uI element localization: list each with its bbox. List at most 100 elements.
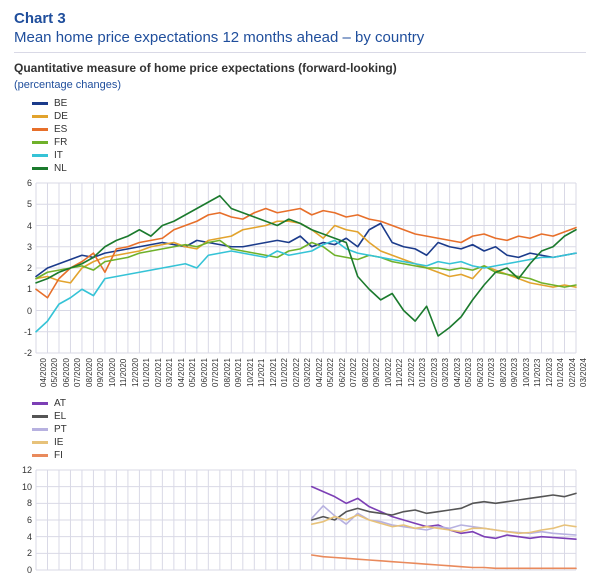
x-tick-label: 09/2022 bbox=[372, 358, 381, 387]
x-tick-label: 09/2021 bbox=[234, 358, 243, 387]
x-tick-label: 03/2024 bbox=[579, 358, 588, 387]
legend-swatch bbox=[32, 441, 48, 444]
y-tick-label: 2 bbox=[14, 548, 32, 558]
x-tick-label: 09/2020 bbox=[96, 358, 105, 387]
legend-swatch bbox=[32, 141, 48, 144]
x-tick-label: 04/2022 bbox=[315, 358, 324, 387]
legend-item-de: DE bbox=[32, 110, 586, 123]
x-tick-label: 04/2023 bbox=[453, 358, 462, 387]
legend-swatch bbox=[32, 102, 48, 105]
legend-item-nl: NL bbox=[32, 162, 586, 175]
chart-panel1: -2-1012345604/202005/202006/202007/20200… bbox=[14, 179, 580, 389]
y-tick-label: 10 bbox=[14, 482, 32, 492]
y-tick-label: 6 bbox=[14, 178, 32, 188]
y-tick-label: 5 bbox=[14, 199, 32, 209]
legend-item-es: ES bbox=[32, 123, 586, 136]
legend-label: ES bbox=[54, 124, 67, 135]
x-tick-label: 06/2020 bbox=[62, 358, 71, 387]
x-tick-label: 10/2022 bbox=[384, 358, 393, 387]
legend-swatch bbox=[32, 402, 48, 405]
y-tick-label: 6 bbox=[14, 515, 32, 525]
y-tick-label: 3 bbox=[14, 242, 32, 252]
x-tick-label: 12/2021 bbox=[269, 358, 278, 387]
x-tick-label: 05/2020 bbox=[50, 358, 59, 387]
y-tick-label: 4 bbox=[14, 532, 32, 542]
x-tick-label: 04/2020 bbox=[39, 358, 48, 387]
chart-units: (percentage changes) bbox=[14, 79, 586, 91]
y-tick-label: 4 bbox=[14, 221, 32, 231]
x-tick-label: 07/2021 bbox=[211, 358, 220, 387]
y-tick-label: -1 bbox=[14, 327, 32, 337]
legend-swatch bbox=[32, 454, 48, 457]
chart-number: Chart 3 bbox=[14, 10, 586, 27]
legend-label: FR bbox=[54, 137, 67, 148]
x-tick-label: 12/2023 bbox=[545, 358, 554, 387]
x-tick-label: 10/2023 bbox=[522, 358, 531, 387]
legend-item-el: EL bbox=[32, 410, 586, 423]
legend-item-fr: FR bbox=[32, 136, 586, 149]
y-tick-label: 1 bbox=[14, 284, 32, 294]
legend-item-pt: PT bbox=[32, 423, 586, 436]
x-tick-label: 03/2021 bbox=[165, 358, 174, 387]
legend-swatch bbox=[32, 128, 48, 131]
legend-label: IE bbox=[54, 437, 63, 448]
x-tick-label: 01/2024 bbox=[556, 358, 565, 387]
x-tick-label: 07/2022 bbox=[349, 358, 358, 387]
x-tick-label: 01/2022 bbox=[280, 358, 289, 387]
series-fi bbox=[312, 555, 576, 568]
x-tick-label: 06/2022 bbox=[338, 358, 347, 387]
x-tick-label: 03/2023 bbox=[441, 358, 450, 387]
x-tick-label: 06/2023 bbox=[476, 358, 485, 387]
x-tick-label: 11/2022 bbox=[395, 359, 404, 387]
legend-label: BE bbox=[54, 98, 67, 109]
legend-label: DE bbox=[54, 111, 68, 122]
x-tick-label: 01/2021 bbox=[142, 358, 151, 387]
legend-item-fi: FI bbox=[32, 449, 586, 462]
x-tick-label: 11/2023 bbox=[533, 359, 542, 387]
x-tick-label: 12/2020 bbox=[131, 358, 140, 387]
x-tick-label: 12/2022 bbox=[407, 358, 416, 387]
legend-label: EL bbox=[54, 411, 66, 422]
x-tick-label: 02/2024 bbox=[568, 358, 577, 387]
x-tick-label: 02/2021 bbox=[154, 358, 163, 387]
legend-panel1: BE DE ES FR ITNL bbox=[32, 97, 586, 175]
x-tick-label: 05/2022 bbox=[326, 358, 335, 387]
legend-swatch bbox=[32, 415, 48, 418]
chart-panel2: 024681012 bbox=[14, 466, 580, 576]
series-ie bbox=[312, 515, 576, 533]
legend-panel2: AT EL PT IE FI bbox=[32, 397, 586, 462]
series-de bbox=[36, 221, 576, 287]
legend-label: AT bbox=[54, 398, 66, 409]
x-tick-label: 08/2022 bbox=[361, 358, 370, 387]
x-tick-label: 07/2023 bbox=[487, 358, 496, 387]
chart-subtitle: Quantitative measure of home price expec… bbox=[14, 61, 586, 75]
y-tick-label: 12 bbox=[14, 465, 32, 475]
x-tick-label: 08/2020 bbox=[85, 358, 94, 387]
series-es bbox=[36, 209, 576, 298]
y-tick-label: -2 bbox=[14, 348, 32, 358]
x-tick-label: 09/2023 bbox=[510, 358, 519, 387]
x-tick-label: 11/2021 bbox=[257, 359, 266, 387]
series-it bbox=[36, 240, 576, 331]
x-tick-label: 10/2020 bbox=[108, 358, 117, 387]
x-tick-label: 06/2021 bbox=[200, 358, 209, 387]
y-tick-label: 2 bbox=[14, 263, 32, 273]
x-tick-label: 05/2023 bbox=[464, 358, 473, 387]
legend-label: FI bbox=[54, 450, 63, 461]
x-tick-label: 08/2021 bbox=[223, 358, 232, 387]
legend-swatch bbox=[32, 428, 48, 431]
x-tick-label: 01/2023 bbox=[418, 358, 427, 387]
series-el bbox=[312, 493, 576, 520]
legend-item-be: BE bbox=[32, 97, 586, 110]
legend-label: PT bbox=[54, 424, 67, 435]
legend-swatch bbox=[32, 167, 48, 170]
y-tick-label: 0 bbox=[14, 306, 32, 316]
x-tick-label: 02/2023 bbox=[430, 358, 439, 387]
x-tick-label: 04/2021 bbox=[177, 358, 186, 387]
x-tick-label: 08/2023 bbox=[499, 358, 508, 387]
x-tick-label: 10/2021 bbox=[246, 358, 255, 387]
x-tick-label: 05/2021 bbox=[188, 358, 197, 387]
series-be bbox=[36, 223, 576, 276]
x-tick-label: 02/2022 bbox=[292, 358, 301, 387]
legend-label: IT bbox=[54, 150, 63, 161]
